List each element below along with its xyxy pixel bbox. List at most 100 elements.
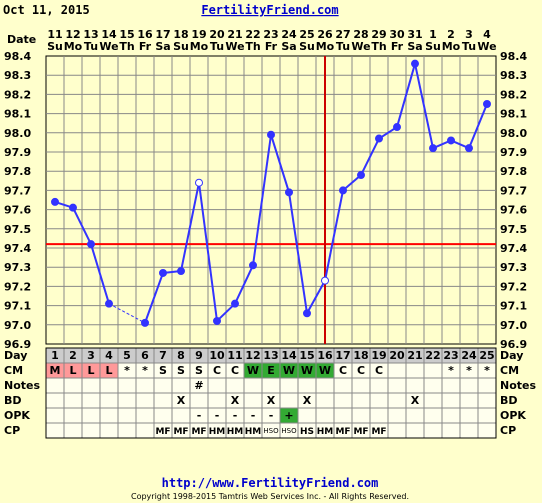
row-label-opk: OPK	[4, 409, 30, 422]
cm-value: C	[213, 364, 221, 377]
temperature-point	[177, 267, 185, 276]
y-tick-label: 97.9	[500, 146, 527, 159]
day-value: 5	[123, 349, 131, 362]
cp-cell	[135, 422, 155, 439]
cp-value: MF	[335, 427, 350, 437]
row-label-notes: Notes	[4, 379, 40, 392]
day-value: 9	[195, 349, 203, 362]
temperature-point	[285, 188, 293, 197]
day-value: 21	[407, 349, 422, 362]
bd-value: X	[231, 394, 240, 407]
bd-cell	[135, 392, 155, 409]
notes-cell	[351, 377, 371, 394]
date-label: 14	[101, 28, 117, 41]
row-label-day: Day	[500, 349, 523, 362]
reference-lines	[46, 56, 496, 344]
y-tick-label: 97.4	[500, 242, 527, 255]
cm-cell	[423, 362, 443, 379]
cm-value: S	[159, 364, 167, 377]
day-value: 19	[371, 349, 386, 362]
weekday-label: Tu	[462, 40, 476, 53]
cp-value: HM	[245, 427, 262, 437]
weekday-label: Fr	[265, 40, 278, 53]
cp-value: HSO	[281, 427, 297, 435]
weekday-label: Su	[173, 40, 189, 53]
temperature-point	[483, 100, 491, 108]
temperature-point	[411, 59, 419, 68]
opk-cell	[99, 407, 119, 424]
notes-cell	[477, 377, 497, 394]
opk-cell	[171, 407, 191, 424]
series-segment	[234, 264, 254, 305]
y-tick-label: 97.2	[4, 280, 31, 293]
cm-value: S	[177, 364, 185, 377]
day-value: 7	[159, 349, 167, 362]
bd-cell	[351, 392, 371, 409]
y-tick-label: 97.6	[500, 204, 527, 217]
series-segment	[270, 134, 290, 193]
day-value: 11	[227, 349, 242, 362]
date-label: 18	[173, 28, 188, 41]
opk-value: -	[233, 409, 238, 422]
date-label: 1	[429, 28, 437, 41]
bd-cell	[153, 392, 173, 409]
notes-cell	[135, 377, 155, 394]
day-value: 14	[281, 349, 297, 362]
bd-value: X	[411, 394, 420, 407]
notes-cell	[369, 377, 389, 394]
opk-cell	[405, 407, 425, 424]
temperature-point	[105, 299, 113, 308]
row-label-notes: Notes	[500, 379, 536, 392]
chart-date-title: Oct 11, 2015	[3, 3, 90, 17]
opk-cell	[441, 407, 461, 424]
y-tick-label: 97.5	[4, 223, 31, 236]
weekday-label: Th	[371, 40, 386, 53]
date-labels: 11 12 13 14 15 16 17 18 19 20 21 22 23 24 25 26 27 28 29 30…	[47, 28, 491, 41]
site-name[interactable]: FertilityFriend.com	[201, 3, 338, 17]
cm-value: C	[231, 364, 239, 377]
opk-value: -	[197, 409, 202, 422]
temperature-point	[393, 123, 401, 132]
weekday-label: Mo	[316, 40, 335, 53]
temperature-point-open	[321, 276, 329, 285]
weekday-label: Su	[299, 40, 315, 53]
cm-value: *	[484, 364, 490, 377]
opk-value: -	[215, 409, 220, 422]
notes-cell	[45, 377, 65, 394]
y-tick-label: 98.2	[4, 88, 31, 101]
series-segment	[216, 302, 236, 322]
footer-url[interactable]: http://www.FertilityFriend.com	[162, 476, 379, 490]
day-value: 10	[209, 349, 225, 362]
bd-cell	[207, 392, 227, 409]
weekday-label: Tu	[210, 40, 224, 53]
opk-value: -	[251, 409, 256, 422]
cp-value: HM	[317, 427, 334, 437]
bd-cell	[423, 392, 443, 409]
opk-cell	[297, 407, 317, 424]
y-axis-right-ticks: 98.4 98.3 98.2 98.1 98.0 97.9 97.8 97.7 97.6 97.5…	[500, 50, 527, 351]
notes-cell	[81, 377, 101, 394]
date-label: 28	[353, 28, 368, 41]
copyright-text: Copyright 1998-2015 Tamtris Web Services…	[131, 492, 409, 501]
bd-cell	[279, 392, 299, 409]
row-label-cp: CP	[4, 424, 20, 437]
opk-cell	[387, 407, 407, 424]
y-tick-label: 97.9	[4, 146, 31, 159]
temperature-series	[51, 59, 491, 327]
series-segment	[306, 280, 326, 314]
y-tick-label: 97.7	[4, 184, 31, 197]
y-tick-label: 97.7	[500, 184, 527, 197]
y-tick-label: 97.1	[4, 300, 31, 313]
day-value: 4	[105, 349, 113, 362]
cp-cell	[423, 422, 443, 439]
cp-cell	[387, 422, 407, 439]
series-segment	[144, 272, 164, 324]
notes-cell	[405, 377, 425, 394]
row-label-bd: BD	[500, 394, 518, 407]
weekday-label: We	[477, 40, 496, 53]
notes-value: #	[194, 379, 203, 392]
day-value: 8	[177, 349, 185, 362]
cm-value: L	[105, 364, 112, 377]
y-tick-label: 97.4	[4, 242, 31, 255]
row-label-opk: OPK	[500, 409, 526, 422]
